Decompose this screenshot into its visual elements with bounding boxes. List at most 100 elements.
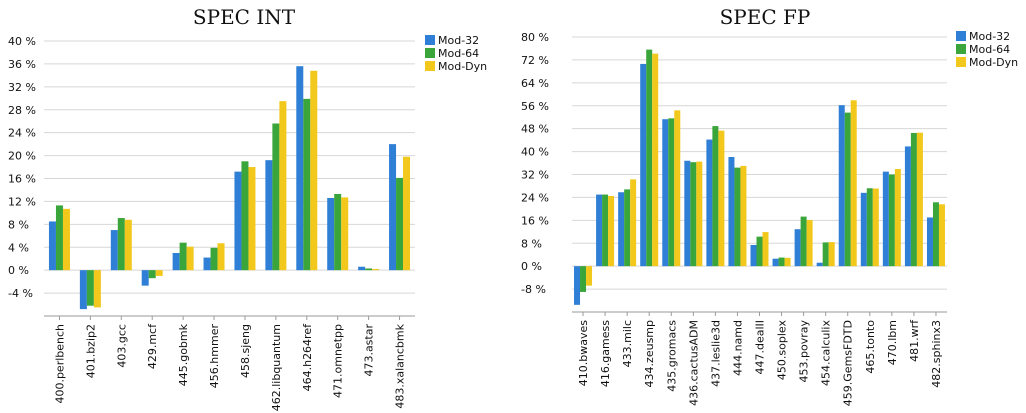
int-bar-group-445-gobmk bbox=[172, 242, 194, 271]
fp-x-tick-label-437-leslie3d: 437.leslie3d bbox=[709, 320, 722, 387]
fp-bar-459-gemsfdtd-mod-64 bbox=[844, 112, 851, 267]
int-legend-label-mod-dyn: Mod-Dyn bbox=[438, 60, 487, 73]
int-bar-401-bzip2-mod-dyn bbox=[93, 270, 101, 308]
fp-bar-410-bwaves-mod-32 bbox=[574, 266, 581, 305]
int-bar-group-471-omnetpp bbox=[327, 193, 349, 271]
fp-bar-434-zeusmp-mod-dyn bbox=[652, 53, 659, 267]
int-bar-403-gcc-mod-64 bbox=[117, 218, 125, 271]
fp-legend-label-mod-32: Mod-32 bbox=[969, 30, 1010, 43]
int-bar-429-mcf-mod-32 bbox=[141, 270, 149, 286]
fp-bar-group-470-lbm bbox=[882, 169, 901, 267]
fp-y-tick-label: 80 % bbox=[521, 31, 549, 44]
int-legend-swatch-mod-64 bbox=[425, 48, 435, 58]
fp-bar-group-444-namd bbox=[728, 157, 747, 267]
int-bar-403-gcc-mod-dyn bbox=[124, 219, 132, 271]
fp-bar-450-soplex-mod-32 bbox=[772, 258, 779, 267]
int-x-tick-label-462-libquantum: 462.libquantum bbox=[270, 324, 283, 411]
fp-y-tick-label: 72 % bbox=[521, 54, 549, 67]
int-x-tick-label-401-bzip2: 401.bzip2 bbox=[84, 324, 97, 378]
fp-bar-454-calculix-mod-64 bbox=[822, 242, 829, 267]
int-bar-456-hmmer-mod-dyn bbox=[217, 243, 225, 271]
fp-bar-group-453-povray bbox=[794, 216, 813, 267]
fp-bar-group-465-tonto bbox=[860, 188, 879, 267]
int-bar-458-sjeng-mod-64 bbox=[241, 161, 249, 271]
fp-bar-459-gemsfdtd-mod-32 bbox=[838, 105, 845, 267]
int-bar-473-astar-mod-32 bbox=[358, 266, 366, 271]
fp-bar-435-gromacs-mod-64 bbox=[668, 118, 675, 267]
fp-y-tick-label: -8 % bbox=[521, 283, 546, 296]
int-bar-400-perlbench-mod-64 bbox=[55, 205, 63, 271]
fp-x-tick-label-434-zeusmp: 434.zeusmp bbox=[643, 320, 656, 387]
fp-bar-465-tonto-mod-dyn bbox=[872, 188, 879, 267]
fp-bar-435-gromacs-mod-dyn bbox=[674, 110, 681, 267]
fp-x-tick-label-454-calculix: 454.calculix bbox=[820, 320, 833, 386]
fp-y-tick-label: 48 % bbox=[521, 123, 549, 136]
int-y-tick-label: 4 % bbox=[8, 241, 29, 254]
fp-bar-437-leslie3d-mod-64 bbox=[712, 126, 719, 267]
int-bar-458-sjeng-mod-dyn bbox=[248, 167, 256, 271]
int-y-tick-label: 8 % bbox=[8, 218, 29, 231]
int-bar-429-mcf-mod-dyn bbox=[155, 270, 163, 276]
fp-y-tick-label: 56 % bbox=[521, 100, 549, 113]
fp-x-tick-label-410-bwaves: 410.bwaves bbox=[577, 320, 590, 386]
fp-bar-416-gamess-mod-32 bbox=[596, 194, 603, 267]
int-legend-swatch-mod-32 bbox=[425, 35, 435, 45]
fp-x-tick-label-453-povray: 453.povray bbox=[798, 320, 811, 383]
fp-bar-444-namd-mod-32 bbox=[728, 157, 735, 267]
int-bar-464-h264ref-mod-dyn bbox=[310, 70, 318, 271]
int-bar-group-483-xalancbmk bbox=[389, 144, 411, 271]
fp-bar-437-leslie3d-mod-dyn bbox=[718, 130, 725, 267]
int-bar-group-462-libquantum bbox=[265, 101, 287, 271]
fp-bar-482-sphinx3-mod-dyn bbox=[938, 204, 945, 267]
fp-legend-swatch-mod-dyn bbox=[956, 57, 966, 67]
fp-x-tick-label-444-namd: 444.namd bbox=[731, 320, 744, 376]
fp-bar-416-gamess-mod-64 bbox=[602, 194, 609, 267]
int-bar-group-401-bzip2 bbox=[79, 270, 101, 310]
fp-bar-group-410-bwaves bbox=[574, 266, 593, 305]
fp-x-tick-label-447-dealii: 447.dealII bbox=[754, 320, 767, 375]
fp-bar-453-povray-mod-dyn bbox=[806, 220, 813, 267]
int-x-tick-label-400-perlbench: 400.perlbench bbox=[53, 324, 66, 404]
int-bar-471-omnetpp-mod-64 bbox=[334, 193, 342, 271]
fp-bar-group-481-wrf bbox=[904, 132, 923, 267]
fp-bar-436-cactusadm-mod-32 bbox=[684, 160, 691, 267]
fp-bar-470-lbm-mod-32 bbox=[882, 171, 889, 267]
fp-bar-434-zeusmp-mod-32 bbox=[640, 63, 647, 267]
int-chart-title: SPEC INT bbox=[193, 5, 296, 29]
fp-bar-481-wrf-mod-64 bbox=[910, 132, 917, 267]
fp-bar-416-gamess-mod-dyn bbox=[608, 195, 615, 267]
fp-legend-label-mod-dyn: Mod-Dyn bbox=[969, 56, 1018, 69]
int-y-tick-label: 12 % bbox=[8, 195, 36, 208]
int-x-tick-label-429-mcf: 429.mcf bbox=[146, 323, 159, 369]
fp-y-tick-label: 0 % bbox=[521, 260, 542, 273]
fp-bar-447-dealii-mod-32 bbox=[750, 244, 757, 267]
fp-bar-group-447-dealii bbox=[750, 232, 769, 267]
fp-bar-group-434-zeusmp bbox=[640, 49, 659, 267]
int-bar-483-xalancbmk-mod-dyn bbox=[403, 156, 411, 271]
spec-fp-chart: SPEC FP -8 % 0 % 8 % 16 % 24 % 32 % 40 % 48 % 56 … bbox=[521, 5, 1018, 406]
fp-bar-group-436-cactusadm bbox=[684, 160, 703, 267]
int-bar-445-gobmk-mod-32 bbox=[172, 252, 180, 271]
int-bar-401-bzip2-mod-64 bbox=[86, 270, 94, 306]
spec-int-chart: SPEC INT -4 % 0 % 4 % 8 % 12 % 16 % 20 % 24 % 28 … bbox=[8, 5, 487, 411]
fp-y-tick-label: 16 % bbox=[521, 214, 549, 227]
fp-legend-swatch-mod-64 bbox=[956, 44, 966, 54]
int-bar-462-libquantum-mod-dyn bbox=[279, 101, 287, 271]
int-bar-group-429-mcf bbox=[141, 270, 163, 286]
fp-y-tick-label: 24 % bbox=[521, 191, 549, 204]
fp-bar-433-milc-mod-64 bbox=[624, 189, 631, 267]
int-bar-483-xalancbmk-mod-32 bbox=[389, 144, 397, 271]
fp-x-tick-label-459-gemsfdtd: 459.GemsFDTD bbox=[842, 320, 855, 406]
fp-bar-group-482-sphinx3 bbox=[926, 202, 945, 267]
fp-bar-465-tonto-mod-64 bbox=[866, 188, 873, 267]
int-bar-429-mcf-mod-64 bbox=[148, 270, 156, 279]
int-bar-400-perlbench-mod-32 bbox=[48, 221, 56, 271]
fp-bar-group-416-gamess bbox=[596, 194, 615, 267]
int-bar-group-458-sjeng bbox=[234, 161, 256, 271]
int-bar-group-400-perlbench bbox=[48, 205, 70, 271]
fp-bar-459-gemsfdtd-mod-dyn bbox=[850, 100, 857, 267]
fp-x-tick-label-482-sphinx3: 482.sphinx3 bbox=[930, 320, 943, 388]
fp-bar-482-sphinx3-mod-64 bbox=[932, 202, 939, 267]
fp-bar-group-437-leslie3d bbox=[706, 126, 725, 267]
